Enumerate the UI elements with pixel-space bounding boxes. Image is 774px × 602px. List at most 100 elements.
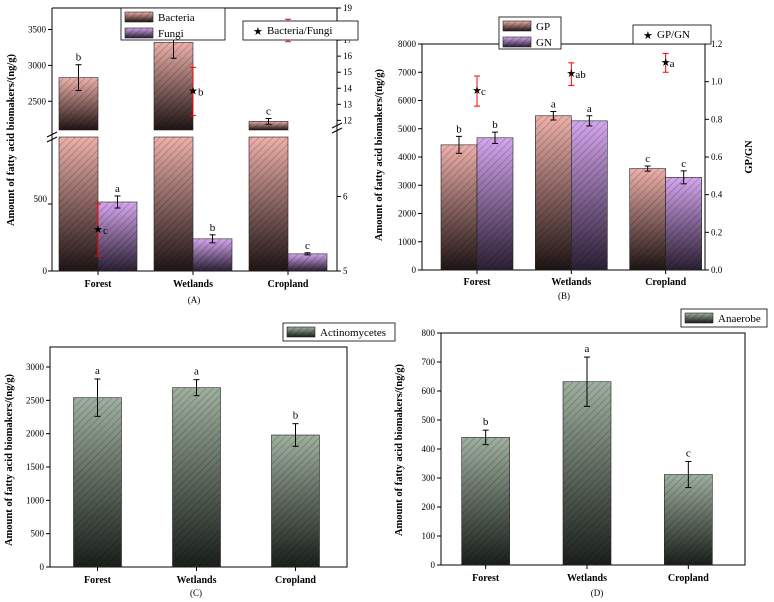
panel-a-letter-bacteria-2: c [266, 106, 271, 118]
panel-a-letter-fungi-0: a [115, 183, 120, 195]
panel-a-texts: Amount of fatty acid biomakers/(ng/g) (A… [6, 53, 200, 305]
panel-a-letter-fungi-1: b [210, 222, 216, 234]
panel-a-y2tick-lower-0: 5 [343, 266, 348, 276]
panel-c-xtick-1: Wetlands [176, 575, 216, 586]
panel-a-y2tick-lower-1: 6 [343, 192, 348, 202]
panel-a-xtick-2: Cropland [268, 279, 309, 290]
panel-c-ytick-2: 1000 [26, 495, 45, 505]
panel-b-bar-gp-0-hatch [441, 144, 477, 270]
panel-a-point-ratio-1: ★ [188, 85, 198, 97]
panel-a-bar-bacteria-lower-2-hatch [249, 137, 288, 271]
panel-c-legend-label-0: Actinomycetes [320, 327, 386, 339]
panel-d-texts: Amount of fatty acid biomakers/(ng/g) (D… [394, 363, 603, 598]
panel-b-ytick-0: 0 [412, 265, 417, 275]
panel-b-ytick-2: 2000 [398, 209, 417, 219]
chart-marks: 250030003500561213141516171819Forestba★c… [26, 3, 768, 586]
panel-b-y2label: GP/GN [744, 140, 755, 174]
panel-b-y2tick-4: 0.8 [711, 114, 723, 124]
panel-d-letter-1: a [585, 343, 590, 355]
panel-b-texts: Amount of fatty acid biomakers/(ng/g) GP… [374, 68, 755, 301]
panel-b-xtick-1: Wetlands [551, 277, 591, 288]
panel-c-ytick-0: 0 [40, 562, 45, 572]
panel-b-letter-ratio-2: a [670, 58, 675, 70]
panel-d-xtick-2: Cropland [668, 573, 709, 584]
panel-b-label: (B) [558, 291, 570, 301]
panel-d-letter-0: b [483, 416, 489, 428]
panel-b-ytick-1: 1000 [398, 237, 417, 247]
panel-c-ytick-5: 2500 [26, 395, 45, 405]
panel-b-xtick-0: Forest [463, 277, 491, 288]
panel-b-legend-label-0: GP [536, 21, 550, 33]
panel-b-y2tick-0: 0.0 [711, 265, 723, 275]
panel-b-letter-gn-1: a [587, 103, 592, 115]
panel-b-ratio-legend-label-0: GP/GN [657, 29, 690, 41]
panel-c-ytick-4: 2000 [26, 429, 45, 439]
panel-a-ytick-upper-2: 3500 [28, 25, 47, 35]
panel-a-ytick-lower-1: 500 [34, 194, 48, 204]
panel-a-ratio-legend-label-0: Bacteria/Fungi [267, 25, 332, 37]
panel-a-ratio-legend-star-0: ★ [253, 26, 263, 38]
panel-c-ytick-6: 3000 [26, 362, 45, 372]
panel-b-letter-gn-2: c [681, 158, 686, 170]
panel-b-letter-gn-0: b [492, 119, 498, 131]
panel-b-letter-gp-1: a [551, 99, 556, 111]
panel-b-legend-swatch-hatch-1 [503, 37, 531, 47]
panel-b-bar-gn-1-hatch [571, 120, 608, 270]
panel-b-ytick-7: 7000 [398, 67, 417, 77]
panel-a-bar-fungi-0-hatch [98, 201, 137, 271]
panel-c-ylabel: Amount of fatty acid biomakers/(ng/g) [4, 373, 15, 546]
panel-d-xtick-1: Wetlands [567, 573, 607, 584]
panel-b-legend-label-1: GN [536, 37, 552, 49]
panel-b-ytick-8: 8000 [398, 39, 417, 49]
panel-c-letter-2: b [293, 410, 299, 422]
panel-a-bar-bacteria-lower-1-hatch [154, 137, 193, 271]
panel-c-ytick-1: 500 [31, 529, 45, 539]
panel-d-ytick-1: 100 [422, 531, 436, 541]
panel-a-ylabel: Amount of fatty acid biomakers/(ng/g) [6, 53, 17, 226]
panel-a-legend-label-1: Fungi [158, 28, 184, 40]
panel-a-bar-fungi-1-hatch [193, 238, 232, 271]
panel-a-ratio-legend-box [242, 20, 359, 41]
panel-b-letter-gp-0: b [456, 123, 462, 135]
panel-b-ytick-5: 5000 [398, 124, 417, 134]
panel-b-bar-gp-2-hatch [629, 168, 666, 270]
panel-d-ytick-0: 0 [431, 560, 436, 570]
panel-b-ytick-3: 3000 [398, 180, 417, 190]
panel-d-xtick-0: Forest [472, 573, 500, 584]
panel-a-ytick-lower-0: 0 [43, 266, 48, 276]
panel-d-label: (D) [591, 588, 604, 598]
panel-d-legend-swatch-hatch-0 [685, 313, 713, 323]
panel-b-legend-swatch-hatch-0 [503, 21, 531, 31]
panel-c-bar-1-hatch [172, 387, 221, 567]
panel-d-ytick-8: 800 [422, 328, 436, 338]
axis-break-right [331, 122, 343, 134]
panel-d-bar-0-hatch [461, 437, 510, 565]
panel-d-ytick-4: 400 [422, 444, 436, 454]
panel-a-bar-fungi-2-hatch [288, 253, 327, 271]
panel-b-letter-gp-2: c [645, 153, 650, 165]
panel-c-letter-0: a [95, 365, 100, 377]
panel-a-label: (A) [188, 295, 201, 305]
panel-c-xtick-2: Cropland [275, 575, 316, 586]
panel-c-bar-0-hatch [73, 397, 122, 567]
panel-c-legend-swatch-hatch-0 [287, 327, 315, 337]
panel-d-legend-label-0: Anaerobe [718, 313, 761, 325]
panel-a-letter-ratio-0: c [103, 225, 108, 237]
panel-a-y2tick-upper-1: 13 [343, 99, 353, 109]
panel-a-legend-swatch-hatch-0 [125, 12, 153, 22]
panel-d-bar-2-hatch [664, 474, 713, 565]
panel-b-y2tick-6: 1.2 [711, 39, 722, 49]
panel-a-ytick-upper-1: 3000 [28, 60, 47, 70]
panel-b-point-ratio-2: ★ [661, 57, 671, 69]
panel-b-ratio-legend-star-0: ★ [643, 30, 653, 42]
panel-a-y2tick-upper-7: 19 [343, 3, 353, 13]
panel-b-point-ratio-0: ★ [472, 85, 482, 97]
panel-c-texts: Amount of fatty acid biomakers/(ng/g) (C… [4, 373, 202, 598]
panel-b-ytick-6: 6000 [398, 96, 417, 106]
panel-a-legend-label-0: Bacteria [158, 12, 195, 24]
panel-b-y2tick-5: 1.0 [711, 77, 723, 87]
panel-b-y2tick-1: 0.2 [711, 227, 722, 237]
panel-a-xtick-0: Forest [84, 279, 112, 290]
panel-a-xtick-1: Wetlands [173, 279, 213, 290]
